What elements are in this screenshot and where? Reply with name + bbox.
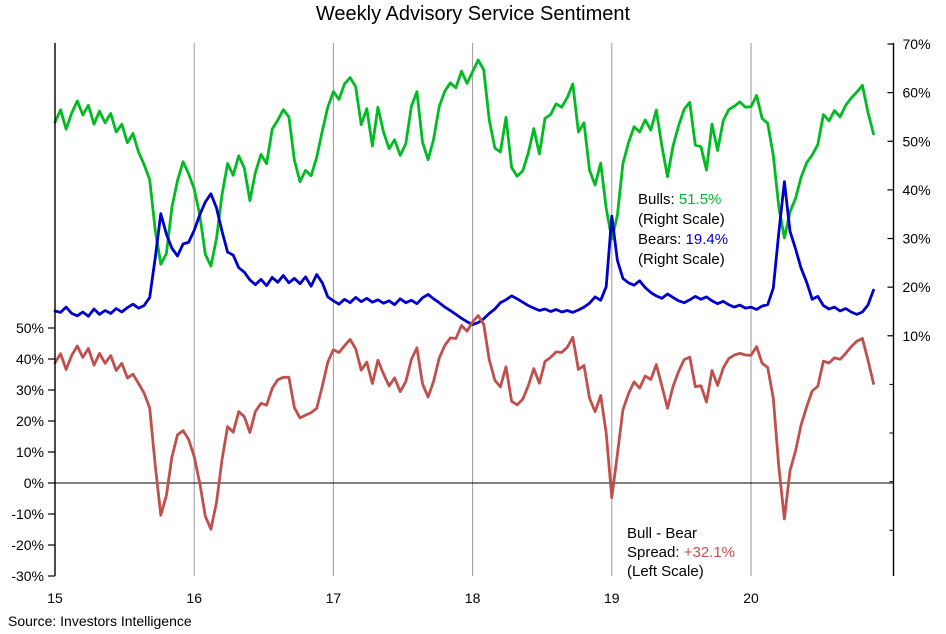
right-axis-tick-label: 30% (903, 231, 931, 247)
bulls-annotation-line: Bulls: 51.5% (638, 190, 728, 210)
x-axis-year-label: 20 (743, 590, 759, 606)
source-note: Source: Investors Intelligence (8, 613, 192, 629)
left-axis-tick-label: -30% (11, 568, 44, 584)
spread-label: Spread: (627, 544, 680, 561)
bears-label: Bears: (638, 231, 682, 248)
x-axis-year-label: 15 (47, 590, 63, 606)
bulls-label: Bulls: (638, 191, 675, 208)
right-axis-tick-label: 50% (903, 133, 931, 149)
bears-annotation-line: Bears: 19.4% (638, 230, 728, 250)
bears-value: 19.4% (685, 231, 729, 248)
spread-scale-note: (Left Scale) (627, 563, 704, 580)
spread-annotation-line1: Bull - Bear (627, 525, 698, 542)
left-axis-tick-label: 40% (16, 351, 44, 367)
bears-scale-note: (Right Scale) (638, 251, 725, 268)
right-axis-tick-label: 20% (903, 279, 931, 295)
right-axis-tick-label: 40% (903, 182, 931, 198)
spread-annotation: Bull - Bear Spread: +32.1% (Left Scale) (627, 524, 735, 581)
x-axis-year-label: 18 (465, 590, 481, 606)
bulls-value: 51.5% (678, 191, 722, 208)
x-axis-year-label: 16 (186, 590, 202, 606)
left-axis-tick-label: 10% (16, 444, 44, 460)
right-axis-tick-label: 60% (903, 85, 931, 101)
left-axis-tick-label: -20% (11, 537, 44, 553)
left-axis-tick-label: 20% (16, 413, 44, 429)
chart-title: Weekly Advisory Service Sentiment (315, 3, 631, 25)
left-axis-tick-label: 50% (16, 320, 44, 336)
left-axis-tick-label: 30% (16, 382, 44, 398)
right-axis-tick-label: 70% (903, 36, 931, 52)
x-axis-year-label: 19 (604, 590, 620, 606)
bulls-bears-annotation: Bulls: 51.5% (Right Scale) Bears: 19.4% … (638, 190, 728, 270)
x-axis-year-label: 17 (326, 590, 342, 606)
spread-value: +32.1% (683, 544, 736, 561)
right-axis-tick-label: 10% (903, 328, 931, 344)
left-axis-tick-label: -10% (11, 506, 44, 522)
bulls-scale-note: (Right Scale) (638, 211, 725, 228)
left-axis-tick-label: 0% (24, 475, 44, 491)
spread-annotation-line2: Spread: +32.1% (627, 543, 735, 562)
bears-line (53, 180, 875, 327)
bulls-line (53, 58, 875, 268)
bull-bear-spread-line (53, 314, 875, 531)
